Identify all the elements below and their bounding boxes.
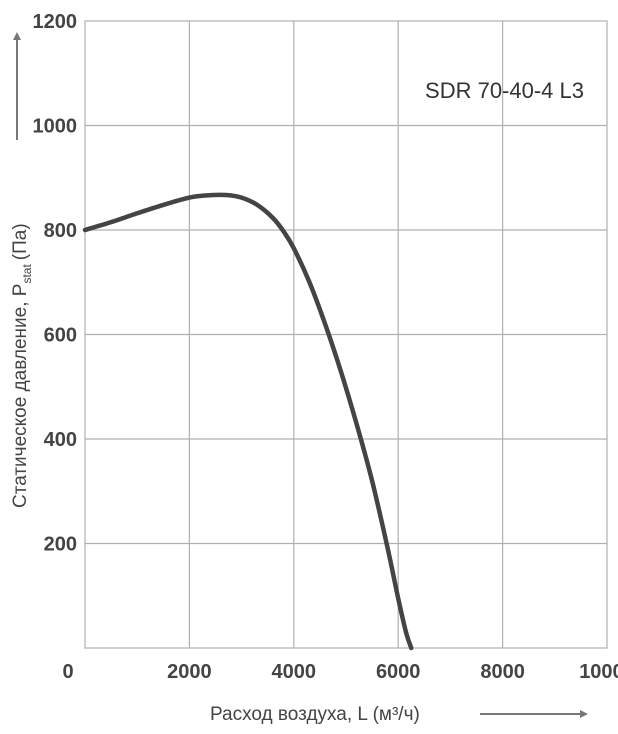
curve-layer xyxy=(85,195,411,648)
y-axis-label-main: Статическое давление, P xyxy=(10,284,31,508)
x-tick-label: 10000 xyxy=(579,661,618,683)
x-axis-label: Расход воздуха, L (м³/ч) xyxy=(210,704,420,725)
y-tick-label: 800 xyxy=(44,220,77,242)
tick-labels: 0 2000 4000 6000 8000 10000 200 400 600 800 1000 12… xyxy=(33,11,618,683)
x-tick-label: 6000 xyxy=(376,661,421,683)
y-axis-label-unit: (Па) xyxy=(10,223,31,260)
y-axis-label-subscript: stat xyxy=(20,264,34,284)
y-tick-label: 400 xyxy=(44,429,77,451)
y-tick-label: 600 xyxy=(44,325,77,347)
y-axis-label: Статическое давление, Pstat (Па) xyxy=(10,223,34,508)
y-axis-label-group: Статическое давление, Pstat (Па) xyxy=(10,223,34,508)
x-tick-label: 8000 xyxy=(480,661,525,683)
x-tick-label: 4000 xyxy=(272,661,317,683)
y-tick-label: 1000 xyxy=(33,116,78,138)
y-tick-label: 200 xyxy=(44,534,77,556)
y-tick-label: 1200 xyxy=(33,11,78,33)
chart-annotation: SDR 70-40-4 L3 xyxy=(425,78,584,103)
x-tick-label: 2000 xyxy=(167,661,212,683)
series-line xyxy=(85,195,411,648)
x-tick-label: 0 xyxy=(62,661,73,683)
grid xyxy=(85,21,607,648)
